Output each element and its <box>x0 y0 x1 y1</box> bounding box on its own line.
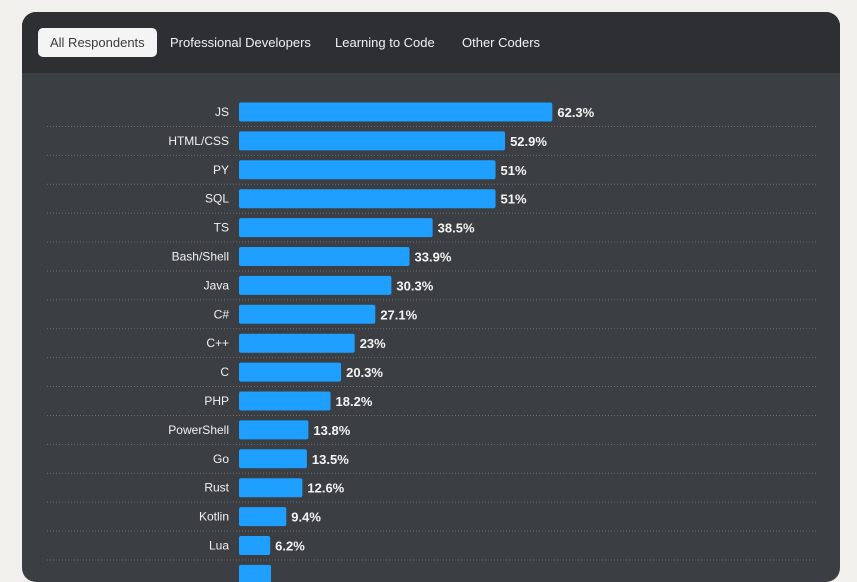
bar[interactable] <box>239 478 303 498</box>
bar[interactable] <box>239 218 433 238</box>
category-label: JS <box>215 105 229 119</box>
bar[interactable] <box>239 362 342 382</box>
category-label: HTML/CSS <box>168 134 229 148</box>
value-label: 9.4% <box>291 510 321 525</box>
bar[interactable] <box>239 449 307 469</box>
bar[interactable] <box>239 333 355 353</box>
category-label: TS <box>214 221 229 235</box>
chart-panel: All Respondents Professional Developers … <box>22 12 840 582</box>
value-label: 13.8% <box>313 423 350 438</box>
value-label: 33.9% <box>415 250 452 265</box>
bar[interactable] <box>239 420 309 440</box>
bar[interactable] <box>239 507 287 527</box>
category-label: C# <box>214 307 230 321</box>
value-label: 18.2% <box>336 394 373 409</box>
value-label: 52.9% <box>510 134 547 149</box>
value-label: 30.3% <box>396 278 433 293</box>
bar[interactable] <box>239 304 376 324</box>
bar[interactable] <box>239 189 496 209</box>
value-label: 27.1% <box>380 307 417 322</box>
value-label: 51% <box>501 163 527 178</box>
value-label: 23% <box>360 336 386 351</box>
category-label: C <box>220 365 229 379</box>
value-label: 62.3% <box>557 105 594 120</box>
tab-other-coders[interactable]: Other Coders <box>462 35 541 50</box>
category-label: Kotlin <box>199 510 229 524</box>
category-label: PY <box>213 163 229 177</box>
value-label: 38.5% <box>438 221 475 236</box>
bar[interactable] <box>239 275 392 295</box>
bar[interactable] <box>239 391 331 411</box>
tab-learning-to-code[interactable]: Learning to Code <box>335 35 435 50</box>
bar[interactable] <box>239 536 271 555</box>
bar[interactable] <box>239 131 506 151</box>
value-label: 51% <box>501 192 527 207</box>
tab-professional-developers[interactable]: Professional Developers <box>170 35 311 50</box>
category-label: Bash/Shell <box>172 250 229 264</box>
bar[interactable] <box>239 102 553 122</box>
category-label: PowerShell <box>168 423 229 437</box>
category-label: SQL <box>205 192 229 206</box>
category-label: C++ <box>206 336 229 350</box>
value-label: 13.5% <box>312 452 349 467</box>
category-label: Rust <box>204 481 229 495</box>
bar[interactable] <box>239 160 496 180</box>
category-label: Go <box>213 452 229 466</box>
language-usage-bar-chart: JS 62.3% HTML/CSS 52.9% PY 51% SQL 51% TS 38.5% Ba… <box>47 102 816 582</box>
tab-bar: All Respondents Professional Developers … <box>22 12 840 73</box>
bar-partial <box>239 564 271 582</box>
value-label: 6.2% <box>275 539 305 554</box>
bar[interactable] <box>239 247 410 266</box>
category-label: Lua <box>209 539 229 553</box>
category-label: PHP <box>204 394 229 408</box>
value-label: 12.6% <box>307 481 344 496</box>
value-label: 20.3% <box>346 365 383 380</box>
category-label: Java <box>204 278 230 292</box>
tab-all-respondents[interactable]: All Respondents <box>38 28 157 57</box>
